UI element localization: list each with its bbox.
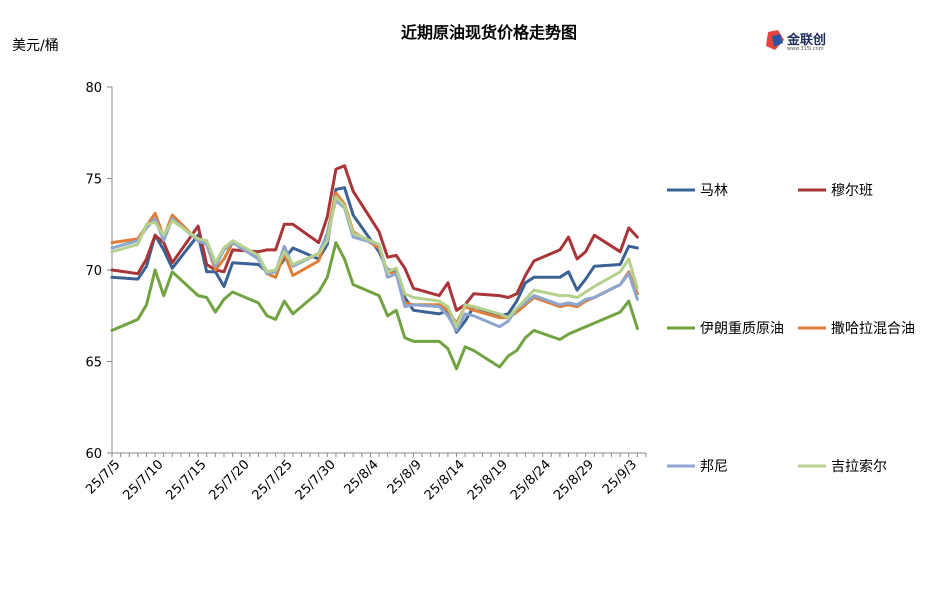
series-line <box>110 241 639 371</box>
x-tick-label: 25/7/5 <box>83 457 123 497</box>
x-tick-label: 25/8/24 <box>508 457 554 503</box>
series-group <box>110 164 639 371</box>
legend-label: 撒哈拉混合油 <box>831 321 915 337</box>
series-line <box>110 199 639 332</box>
x-tick-label: 25/8/14 <box>422 457 468 503</box>
legend-label: 邦尼 <box>700 459 728 475</box>
y-tick-label: 65 <box>85 356 102 371</box>
x-tick-label: 25/9/3 <box>600 457 640 497</box>
y-tick-label: 80 <box>85 81 102 96</box>
legend-label: 伊朗重质原油 <box>700 321 784 337</box>
series-line <box>110 195 639 329</box>
x-tick-label: 25/8/9 <box>385 457 425 497</box>
x-tick-label: 25/8/19 <box>465 457 511 503</box>
plot-area: 606570758025/7/525/7/1025/7/1525/7/2025/… <box>83 81 647 503</box>
logo-mark-icon-blue <box>772 34 783 47</box>
x-tick-label: 25/8/4 <box>342 457 382 497</box>
x-tick-label: 25/7/25 <box>250 457 296 503</box>
y-tick-label: 75 <box>85 173 102 188</box>
logo-text: 金联创 <box>786 32 826 48</box>
legend-label: 马林 <box>700 183 728 199</box>
x-tick-label: 25/7/30 <box>293 457 339 503</box>
x-tick-label: 25/7/10 <box>120 457 166 503</box>
series-line <box>110 186 639 334</box>
y-axis-unit-label: 美元/桶 <box>12 38 59 54</box>
x-tick-label: 25/8/29 <box>551 457 597 503</box>
logo: 金联创 www.315i.com <box>766 30 826 52</box>
legend-label: 吉拉索尔 <box>831 458 887 475</box>
chart-title: 近期原油现货价格走势图 <box>401 23 577 42</box>
x-tick-label: 25/7/15 <box>164 457 210 503</box>
y-tick-label: 60 <box>85 447 102 462</box>
series-line <box>110 164 639 312</box>
legend-label: 穆尔班 <box>831 183 873 199</box>
y-tick-label: 70 <box>85 264 102 279</box>
logo-subtext: www.315i.com <box>787 46 824 52</box>
x-tick-label: 25/7/20 <box>207 457 253 503</box>
